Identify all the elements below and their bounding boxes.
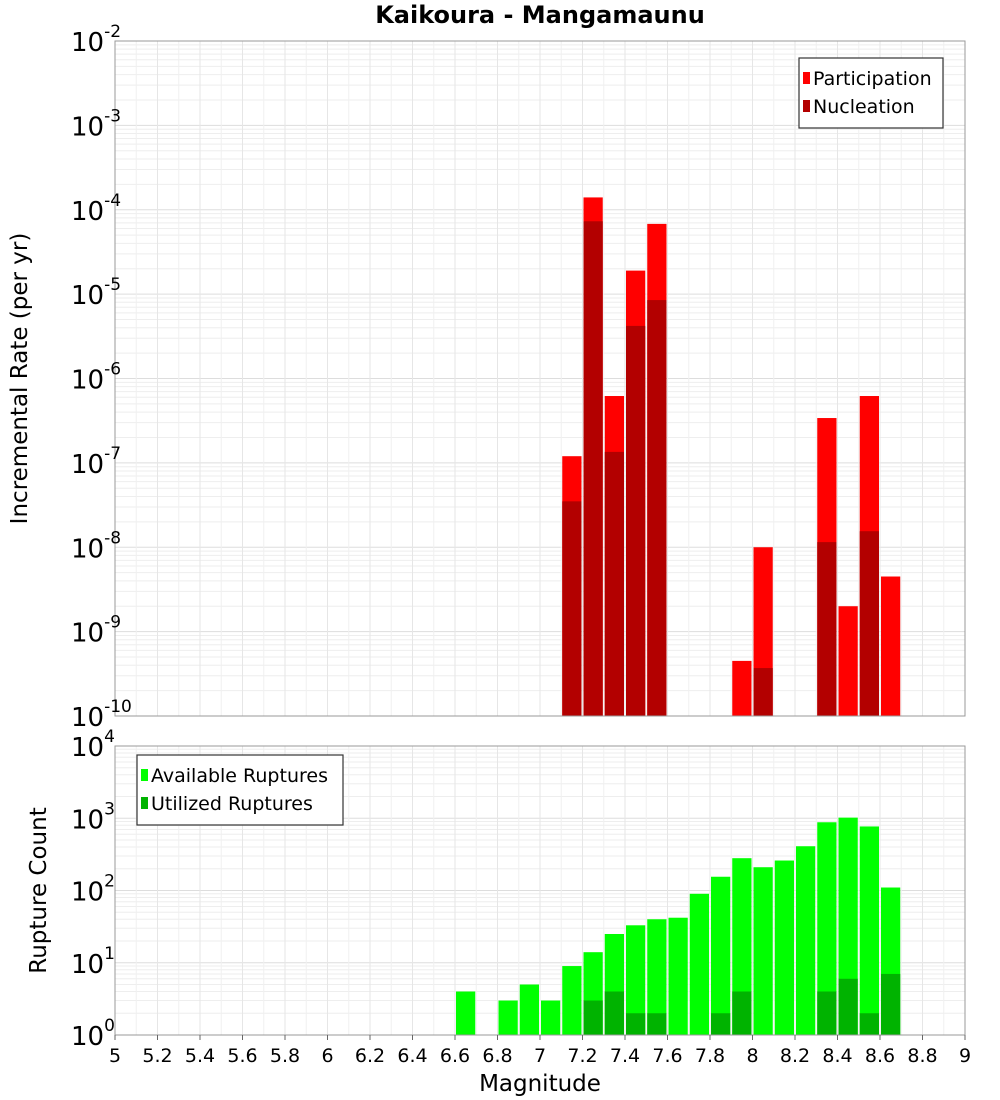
x-tick-label: 8.2 [780, 1045, 810, 1067]
count-bar-available-ruptures [541, 1000, 561, 1035]
rate-bar-participation [881, 576, 901, 716]
x-tick-label: 8 [746, 1045, 758, 1067]
y-tick-label: 100 [71, 1016, 115, 1052]
legend-box [798, 57, 944, 129]
count-bar-available-ruptures [668, 917, 688, 1035]
count-bar-available-ruptures [689, 893, 709, 1035]
count-bar-available-ruptures [456, 991, 476, 1035]
legend: Participation Nucleation [798, 57, 944, 129]
rate-bar-nucleation [583, 221, 603, 716]
rate-bar-participation [732, 660, 752, 716]
count-bar-utilized-ruptures [583, 1000, 603, 1035]
x-tick-label: 6 [321, 1045, 333, 1067]
x-tick-label: 9 [959, 1045, 971, 1067]
x-tick-label: 7.4 [610, 1045, 640, 1067]
count-bar-available-ruptures [796, 846, 816, 1035]
x-tick-label: 5 [109, 1045, 121, 1067]
legend: Available Ruptures Utilized Ruptures [136, 754, 344, 826]
count-bar-available-ruptures [859, 826, 879, 1035]
count-bar-utilized-ruptures [604, 991, 624, 1035]
legend-label: Available Ruptures [151, 765, 328, 787]
rate-bar-nucleation [626, 325, 646, 716]
count-bar-utilized-ruptures [817, 991, 837, 1035]
count-bar-utilized-ruptures [838, 978, 858, 1035]
y-tick-label: 10-7 [71, 444, 121, 480]
x-tick-label: 6.8 [482, 1045, 512, 1067]
count-bar-utilized-ruptures [881, 973, 901, 1035]
legend-swatch [141, 769, 148, 781]
panel-2: 100 101 102 103 104 Rupture Count 5 5.2 5.4 5.6 5.… [26, 727, 971, 1097]
count-bar-utilized-ruptures [732, 991, 752, 1035]
legend-label: Nucleation [813, 96, 915, 118]
panel-1: 10-10 10-9 10-8 10-7 10-6 10-5 10-4 10-3 10-2 Inc… [7, 1, 966, 733]
chart-title: Kaikoura - Mangamaunu [375, 1, 705, 29]
y-tick-label: 10-4 [71, 191, 121, 227]
count-bar-available-ruptures [647, 919, 667, 1035]
rate-bar-participation [838, 606, 858, 716]
count-bar-available-ruptures [626, 925, 646, 1035]
rate-bar-nucleation [647, 300, 667, 716]
count-bar-available-ruptures [817, 822, 837, 1035]
x-tick-label: 8.8 [907, 1045, 937, 1067]
count-bar-utilized-ruptures [711, 1013, 731, 1035]
x-tick-label: 7.2 [567, 1045, 597, 1067]
x-tick-label: 6.2 [355, 1045, 385, 1067]
legend-box [136, 754, 344, 826]
x-tick-label: 8.6 [865, 1045, 895, 1067]
x-tick-label: 7.6 [652, 1045, 682, 1067]
rate-bar-nucleation [562, 501, 582, 716]
count-bar-utilized-ruptures [647, 1013, 667, 1035]
y-tick-label: 10-3 [71, 106, 121, 142]
y-axis-label: Rupture Count [26, 807, 52, 973]
x-tick-label: 5.8 [270, 1045, 300, 1067]
count-bar-available-ruptures [498, 1000, 518, 1035]
y-tick-label: 103 [71, 799, 115, 835]
x-tick-label: 5.2 [142, 1045, 172, 1067]
y-tick-label: 10-5 [71, 275, 121, 311]
y-tick-label: 10-9 [71, 613, 121, 649]
rate-bar-nucleation [859, 531, 879, 716]
rate-bar-nucleation [604, 451, 624, 716]
legend-swatch [803, 100, 810, 112]
count-bar-available-ruptures [732, 858, 752, 1035]
count-bar-available-ruptures [774, 860, 794, 1035]
count-bar-available-ruptures [562, 966, 582, 1035]
rate-bar-nucleation [753, 668, 773, 716]
count-bar-available-ruptures [753, 867, 773, 1035]
count-bar-utilized-ruptures [859, 1013, 879, 1035]
legend-label: Utilized Ruptures [151, 793, 313, 815]
count-bar-available-ruptures [519, 984, 539, 1035]
y-axis-label: Incremental Rate (per yr) [7, 233, 33, 525]
x-tick-label: 7.8 [695, 1045, 725, 1067]
legend-label: Participation [813, 68, 932, 90]
count-bar-utilized-ruptures [626, 1013, 646, 1035]
x-tick-label: 7 [534, 1045, 546, 1067]
y-tick-label: 102 [71, 872, 115, 908]
x-axis-label: Magnitude [479, 1071, 601, 1097]
x-tick-label: 6.4 [397, 1045, 427, 1067]
y-tick-label: 104 [71, 727, 115, 763]
count-bar-available-ruptures [711, 876, 731, 1035]
y-tick-label: 10-2 [71, 22, 121, 58]
x-tick-label: 8.4 [822, 1045, 852, 1067]
y-tick-label: 10-6 [71, 360, 121, 396]
y-tick-label: 10-10 [71, 697, 132, 733]
y-tick-label: 101 [71, 944, 115, 980]
legend-swatch [803, 72, 810, 84]
y-tick-label: 10-8 [71, 528, 121, 564]
legend-swatch [141, 797, 148, 809]
x-tick-label: 5.6 [227, 1045, 257, 1067]
plot-border [114, 40, 966, 717]
rate-bar-nucleation [817, 542, 837, 716]
x-tick-label: 5.4 [185, 1045, 215, 1067]
x-tick-label: 6.6 [440, 1045, 470, 1067]
